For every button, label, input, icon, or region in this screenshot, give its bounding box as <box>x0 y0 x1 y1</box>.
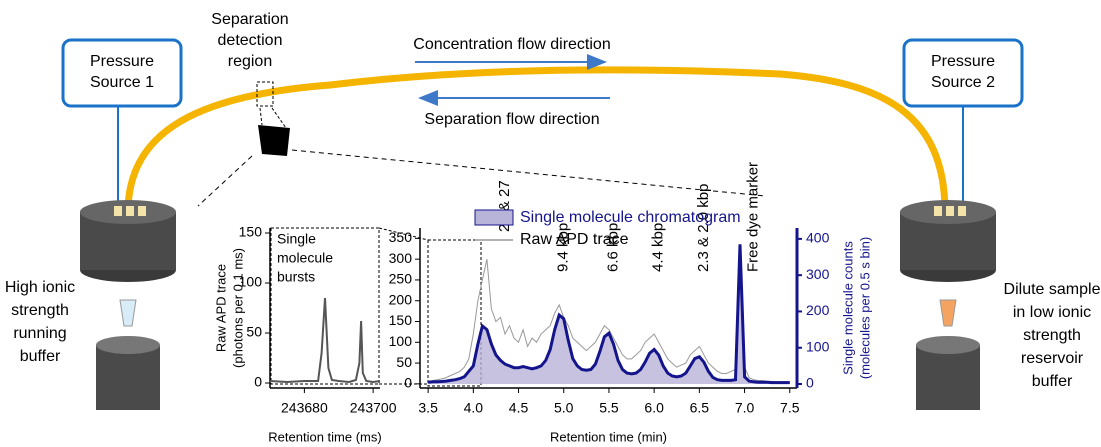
x-tick-label: 4.0 <box>464 400 484 416</box>
series-line <box>427 246 790 383</box>
label: Pressure <box>931 53 995 70</box>
y-tick-label: 150 <box>389 312 413 328</box>
label: Separation <box>211 11 288 28</box>
y-tick-label: 50 <box>396 354 412 370</box>
label: Concentration flow direction <box>413 36 610 53</box>
x-tick-label: 7.0 <box>735 400 755 416</box>
detection-box <box>256 81 274 107</box>
x-tick-label: 5.5 <box>599 400 619 416</box>
y2-axis-label: Single molecule counts <box>840 241 855 375</box>
y2-axis-label: (molecules per 0.5 s bin) <box>857 237 872 379</box>
x-axis-label: Retention time (min) <box>550 429 667 444</box>
y-tick-label: 350 <box>389 229 413 245</box>
x-tick-label: 7.5 <box>780 400 800 416</box>
zoom-line <box>271 107 287 129</box>
annotation: 2.3 & 2.0 kbp <box>695 184 712 272</box>
y2-tick-label: 100 <box>806 338 830 354</box>
y-axis-label: (photons per 0.1 ms) <box>230 248 245 368</box>
x-tick-label: 243680 <box>281 400 328 416</box>
y2-tick-label: 0 <box>806 375 814 391</box>
pressure-box <box>902 38 1024 108</box>
label: Pressure <box>90 53 154 70</box>
y-axis-label: Raw APD trace <box>213 264 228 352</box>
zoom-line <box>259 107 263 126</box>
x-tick-label: 4.5 <box>509 400 529 416</box>
y-tick-label: 300 <box>389 250 413 266</box>
label: strength <box>11 302 69 319</box>
label: buffer <box>20 348 61 365</box>
label: Source 2 <box>931 74 995 91</box>
label: strength <box>1023 327 1081 344</box>
annotation: molecule <box>277 250 333 266</box>
y-tick-label: 100 <box>389 333 413 349</box>
reservoir <box>80 200 996 410</box>
annotation: Free dye marker <box>745 162 762 272</box>
y-tick-label: 50 <box>246 324 262 340</box>
label: reservoir <box>1021 350 1084 367</box>
y2-tick-label: 200 <box>806 302 830 318</box>
y-tick-label: 100 <box>239 274 263 290</box>
y-tick-label: 0 <box>404 375 412 391</box>
capillary <box>124 66 949 213</box>
pressure-box <box>61 38 183 108</box>
label: buffer <box>1032 373 1073 390</box>
label: High ionic <box>5 279 75 296</box>
annotation: Single <box>277 231 316 247</box>
label: detection <box>218 32 283 49</box>
series-line <box>427 244 790 385</box>
label: region <box>228 53 272 70</box>
legend-label: Raw APD trace <box>520 231 629 248</box>
label: in low ionic <box>1013 304 1091 321</box>
zoom-line <box>197 155 253 207</box>
label: Separation flow direction <box>424 111 599 128</box>
objective <box>258 125 290 156</box>
y-tick-label: 150 <box>239 224 263 240</box>
zoom-box <box>270 227 380 385</box>
annotation: 6.6 kbp <box>604 223 621 272</box>
annotation: 4.4 kbp <box>650 223 667 272</box>
label: Dilute sample <box>1004 281 1101 298</box>
legend-label: Single molecule chromatogram <box>520 209 741 226</box>
zoom-box <box>427 239 482 387</box>
series-area <box>428 244 790 385</box>
x-tick-label: 243700 <box>350 400 397 416</box>
y-tick-label: 200 <box>389 291 413 307</box>
annotation: bursts <box>277 269 315 285</box>
annotation: 9.4 kbp <box>555 223 572 272</box>
series-line <box>269 297 381 384</box>
x-tick-label: 6.5 <box>690 400 710 416</box>
zoom-line <box>291 149 766 197</box>
label: Source 1 <box>90 74 154 91</box>
legend-swatch <box>474 209 514 226</box>
y-tick-label: 0 <box>254 374 262 390</box>
y2-tick-label: 300 <box>806 266 830 282</box>
x-tick-label: 6.0 <box>644 400 664 416</box>
y-tick-label: 250 <box>389 271 413 287</box>
x-tick-label: 3.5 <box>418 400 438 416</box>
y2-tick-label: 400 <box>806 230 830 246</box>
x-tick-label: 5.0 <box>554 400 574 416</box>
x-axis-label: Retention time (ms) <box>268 429 381 444</box>
label: running <box>13 325 66 342</box>
